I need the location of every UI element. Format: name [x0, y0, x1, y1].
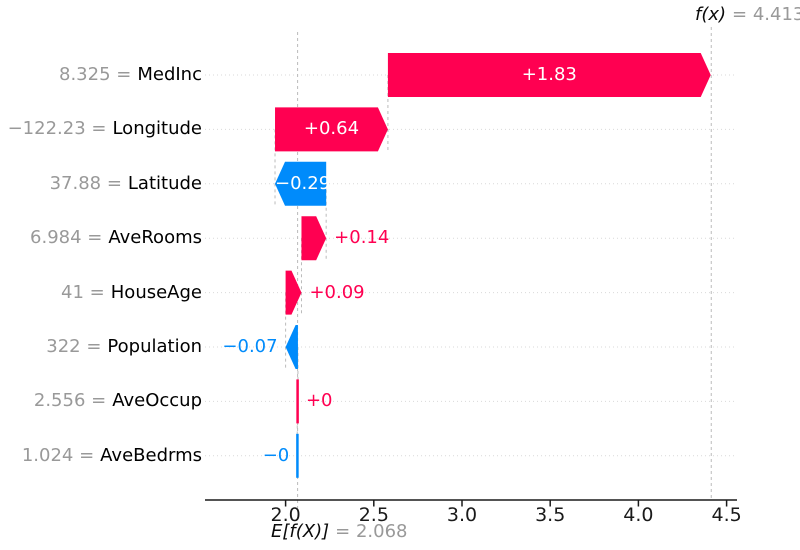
x-tick-label-3.0: 3.0: [446, 504, 478, 526]
feature-label-medinc: 8.325 = MedInc: [0, 62, 202, 88]
feature-name-latitude: Latitude: [127, 172, 202, 194]
feature-value-aveoccup: 2.556 =: [33, 390, 107, 412]
bar-houseage: [285, 270, 302, 315]
feature-label-averooms: 6.984 = AveRooms: [0, 225, 202, 251]
feature-name-avebedrms: AveBedrms: [100, 444, 202, 466]
feature-label-avebedrms: 1.024 = AveBedrms: [0, 443, 202, 469]
x-tick-label-4.5: 4.5: [711, 504, 742, 526]
bar-medinc: [387, 53, 711, 97]
bar-averooms: [301, 216, 327, 261]
bar-aveoccup: [296, 379, 299, 424]
feature-name-medinc: MedInc: [137, 64, 202, 85]
feature-value-averooms: 6.984 =: [30, 227, 103, 249]
bar-value-label-avebedrms: −0: [262, 444, 290, 466]
bar-value-label-aveoccup: +0: [305, 390, 333, 412]
feature-value-medinc: 8.325 =: [59, 64, 132, 85]
fx-label: f(x): [695, 4, 727, 25]
bar-value-label-averooms: +0.14: [334, 227, 390, 249]
feature-name-population: Population: [107, 336, 202, 357]
feature-name-houseage: HouseAge: [110, 281, 202, 303]
feature-label-population: 322 = Population: [0, 334, 202, 360]
bar-value-label-population: −0.07: [222, 336, 278, 357]
fx-value: = 4.413: [732, 4, 800, 25]
feature-name-longitude: Longitude: [112, 118, 202, 140]
x-tick-label-2.0: 2.0: [270, 504, 301, 526]
fx-annotation: f(x) = 4.413: [695, 4, 800, 25]
bar-longitude: [275, 107, 388, 152]
bar-population: [285, 325, 298, 369]
bar-value-label-houseage: +0.09: [309, 281, 365, 303]
bar-value-label-longitude: +0.64: [303, 118, 360, 140]
bar-latitude: [275, 161, 327, 206]
expected-value-number: = 2.068: [335, 521, 408, 542]
feature-label-houseage: 41 = HouseAge: [0, 280, 202, 306]
feature-label-longitude: −122.23 = Longitude: [0, 116, 202, 142]
bar-value-label-latitude: −0.29: [275, 172, 331, 194]
feature-value-avebedrms: 1.024 =: [21, 444, 95, 466]
expected-value-annotation: E[f(X)] = 2.068: [271, 521, 407, 542]
bar-avebedrms: [296, 433, 299, 478]
feature-value-population: 322 =: [46, 336, 102, 357]
feature-value-longitude: −122.23 =: [7, 118, 107, 140]
feature-value-latitude: 37.88 =: [49, 172, 122, 194]
feature-value-houseage: 41 =: [61, 281, 105, 303]
x-tick-label-2.5: 2.5: [358, 504, 389, 526]
feature-name-averooms: AveRooms: [108, 227, 202, 249]
feature-name-aveoccup: AveOccup: [112, 390, 202, 412]
expected-value-label: E[f(X)]: [271, 521, 330, 542]
feature-label-latitude: 37.88 = Latitude: [0, 171, 202, 197]
bar-value-label-medinc: +1.83: [521, 64, 577, 85]
x-tick-label-4.0: 4.0: [623, 504, 654, 526]
feature-label-aveoccup: 2.556 = AveOccup: [0, 388, 202, 414]
x-tick-label-3.5: 3.5: [535, 504, 566, 526]
